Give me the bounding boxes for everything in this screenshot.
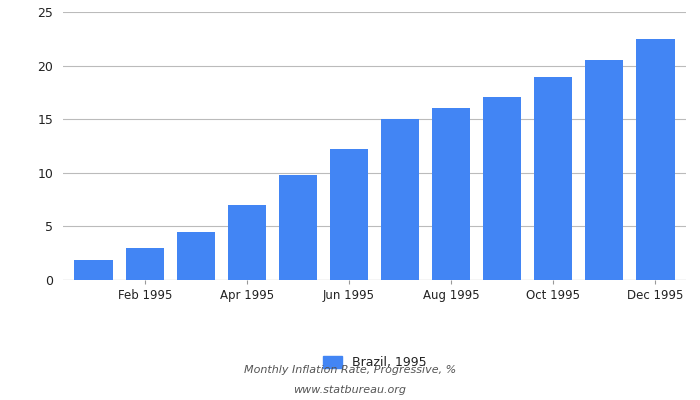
Bar [483,97,522,280]
Bar [176,232,215,280]
Bar [228,205,266,280]
Bar [636,39,675,280]
Bar [432,108,470,280]
Bar [125,248,164,280]
Bar [534,77,573,280]
Bar [585,60,624,280]
Bar [74,260,113,280]
Bar [330,149,368,280]
Text: Monthly Inflation Rate, Progressive, %: Monthly Inflation Rate, Progressive, % [244,365,456,375]
Text: www.statbureau.org: www.statbureau.org [293,385,407,395]
Bar [279,175,317,280]
Bar [381,119,419,280]
Legend: Brazil, 1995: Brazil, 1995 [316,350,433,376]
